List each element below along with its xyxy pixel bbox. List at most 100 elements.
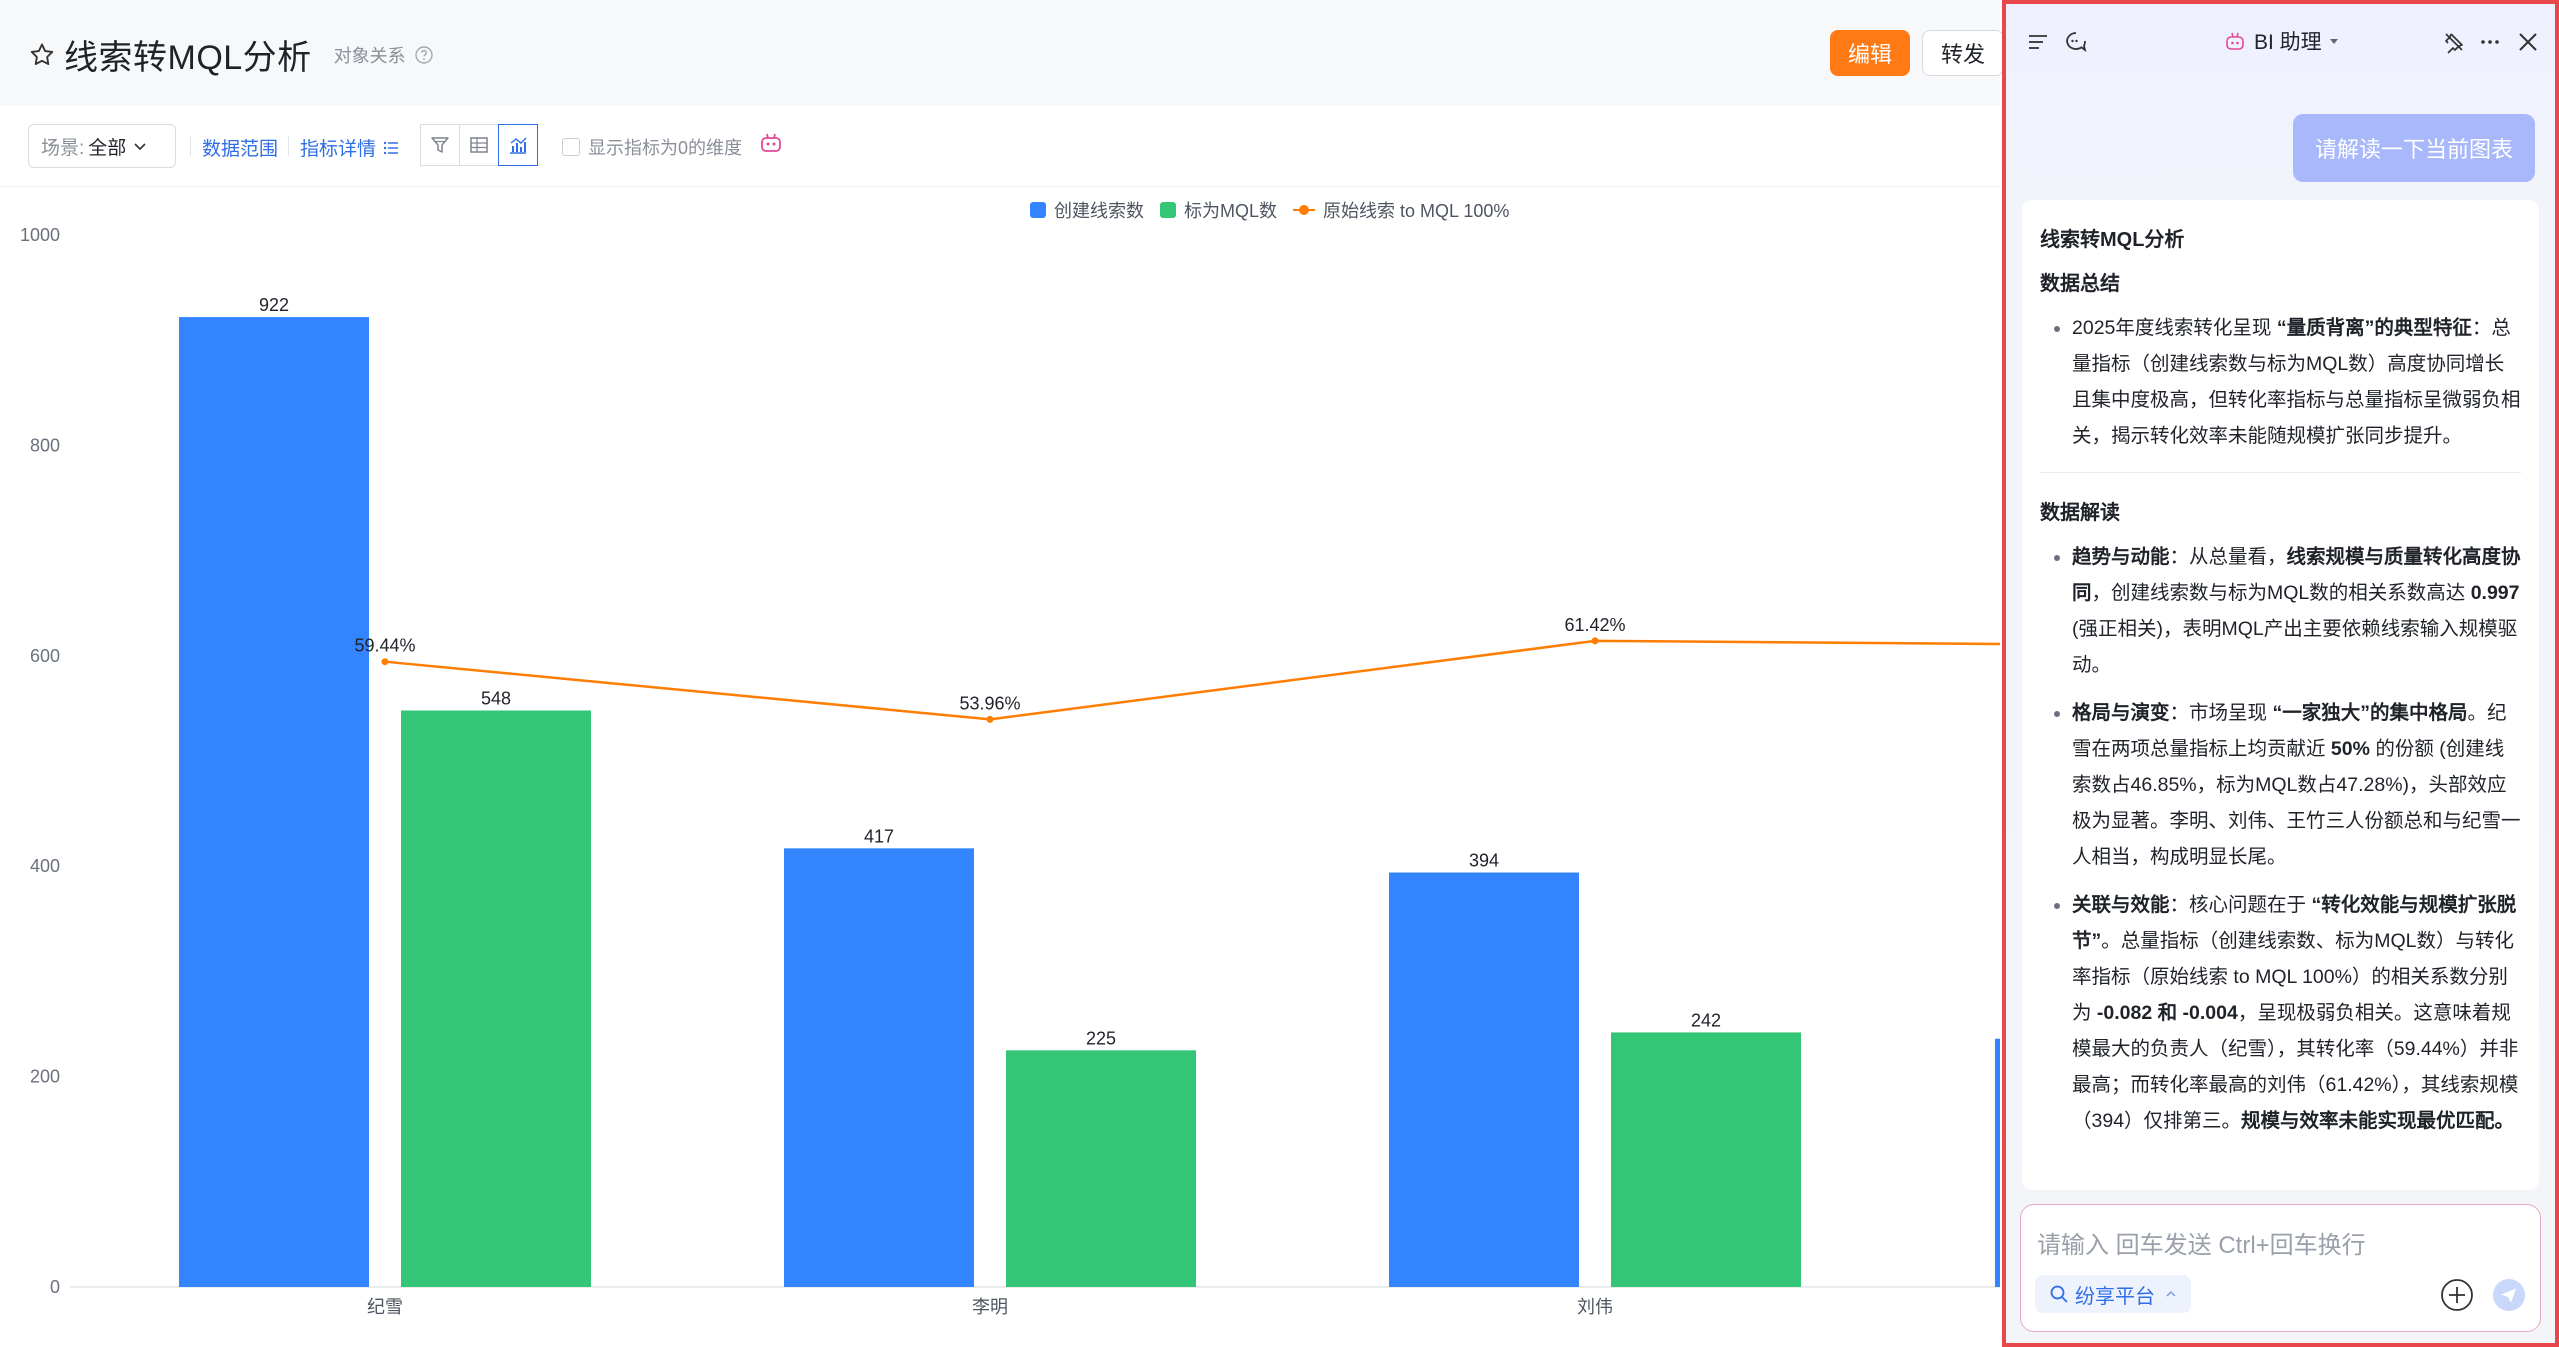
robot-icon xyxy=(2226,32,2244,50)
bar-created-leads xyxy=(784,848,974,1287)
unpin-icon[interactable] xyxy=(2442,30,2466,54)
scene-label: 场景: xyxy=(41,137,85,159)
bar-value-label: 417 xyxy=(864,826,894,846)
platform-selector[interactable]: 纷享平台 xyxy=(2035,1275,2191,1313)
line-value-label: 61.42% xyxy=(1564,615,1625,635)
text-span: 。总量指标（创建线索数、标为MQL数）与转化率指标（原始线索 to MQL 10… xyxy=(2072,930,2515,1024)
text-span: 的份额 (创建线索数占46.85%，标为MQL数占47.28%)，头部效应极为显… xyxy=(2072,738,2521,868)
bold-span: “转化效能与规模扩张脱节” xyxy=(2072,894,2517,952)
toolbar-divider xyxy=(190,136,191,156)
filter-icon xyxy=(431,137,449,153)
add-icon[interactable] xyxy=(2439,1277,2475,1313)
object-relation-link[interactable]: 对象关系 xyxy=(334,42,434,68)
chat-input-placeholder[interactable]: 请输入 回车发送 Ctrl+回车换行 xyxy=(2037,1232,2366,1259)
bar-created-leads-partial xyxy=(1995,1038,2000,1287)
filter-view-button[interactable] xyxy=(420,124,460,166)
text-span: ，创建线索数与标为MQL数的相关系数高达 xyxy=(2091,582,2471,604)
conversion-rate-point xyxy=(1591,637,1599,645)
scene-value: 全部 xyxy=(88,137,127,159)
more-icon[interactable] xyxy=(2478,30,2502,54)
table-view-button[interactable] xyxy=(459,124,499,166)
scene-select[interactable]: 场景: 全部 xyxy=(28,124,176,168)
legend-label: 创建线索数 xyxy=(1054,201,1144,221)
x-tick-label: 李明 xyxy=(972,1297,1008,1317)
bi-assistant-title[interactable]: BI 助理 xyxy=(2224,26,2340,56)
interpretation-heading: 数据解读 xyxy=(2040,502,2120,524)
legend-item-created-leads[interactable]: 创建线索数 xyxy=(1030,197,1144,223)
bi-assistant-panel: BI 助理 请解读一下当前图表 线索转MQL分析 数据总结 xyxy=(2002,0,2559,1347)
object-relation-label: 对象关系 xyxy=(333,45,406,66)
line-value-label: 53.96% xyxy=(959,693,1020,713)
summary-item: 2025年度线索转化呈现 “量质背离”的典型特征：总量指标（创建线索数与标为MQ… xyxy=(2072,310,2521,454)
bar-value-label: 922 xyxy=(259,295,289,315)
bar-value-label: 225 xyxy=(1086,1028,1116,1048)
show-zero-dimension-toggle[interactable]: 显示指标为0的维度 xyxy=(562,134,742,160)
x-tick-label: 纪雪 xyxy=(367,1297,403,1317)
legend-label: 标为MQL数 xyxy=(1184,201,1278,221)
interpretation-item: 趋势与动能：从总量看，线索规模与质量转化高度协同，创建线索数与标为MQL数的相关… xyxy=(2072,539,2521,683)
new-chat-icon[interactable] xyxy=(2064,30,2088,54)
bold-span: 规模与效率未能实现最优匹配。 xyxy=(2241,1110,2515,1132)
bold-span: 0.997 xyxy=(2470,582,2520,604)
legend-swatch xyxy=(1030,202,1046,218)
metric-detail-label: 指标详情 xyxy=(300,139,377,160)
text-span: ：核心问题在于 xyxy=(2169,894,2312,916)
chevron-down-icon xyxy=(134,143,146,151)
data-range-link[interactable]: 数据范围 xyxy=(202,139,279,160)
legend-item-conversion-rate[interactable]: 原始线索 to MQL 100% xyxy=(1293,197,1509,223)
interpretation-item: 关联与效能：核心问题在于 “转化效能与规模扩张脱节”。总量指标（创建线索数、标为… xyxy=(2072,887,2521,1139)
summary-heading: 数据总结 xyxy=(2040,273,2120,295)
toolbar-divider xyxy=(288,136,289,156)
y-tick-label: 200 xyxy=(30,1067,60,1087)
bold-span: -0.082 和 -0.004 xyxy=(2096,1002,2238,1024)
conversion-rate-point xyxy=(381,658,389,666)
line-value-label: 59.44% xyxy=(354,636,415,656)
bot-icon[interactable] xyxy=(758,130,784,156)
bar-created-leads xyxy=(1389,872,1579,1287)
bold-span: 格局与演变 xyxy=(2072,702,2170,724)
report-header: 线索转MQL分析 对象关系 编辑 转发 xyxy=(0,0,2004,107)
bar-value-label: 394 xyxy=(1469,851,1499,871)
text-span: (强正相关)，表明MQL产出主要依赖线索输入规模驱动。 xyxy=(2072,618,2518,676)
legend-swatch xyxy=(1160,202,1176,218)
legend-item-mql[interactable]: 标为MQL数 xyxy=(1160,197,1277,223)
forward-button[interactable]: 转发 xyxy=(1922,30,2004,76)
show-zero-checkbox[interactable] xyxy=(562,138,580,156)
table-icon xyxy=(470,137,488,153)
edit-button[interactable]: 编辑 xyxy=(1830,30,1910,76)
metric-detail-link[interactable]: 指标详情 xyxy=(300,134,400,161)
send-icon[interactable] xyxy=(2491,1277,2527,1313)
search-icon xyxy=(2050,1285,2068,1303)
menu-icon[interactable] xyxy=(2026,30,2050,54)
conversion-rate-line xyxy=(384,639,2000,721)
y-tick-label: 1000 xyxy=(20,225,60,245)
bold-span: “量质背离”的典型特征 xyxy=(2276,317,2472,339)
chat-input-box[interactable]: 请输入 回车发送 Ctrl+回车换行 纷享平台 xyxy=(2020,1204,2541,1332)
show-zero-label: 显示指标为0的维度 xyxy=(588,138,743,158)
legend-line-marker xyxy=(1293,205,1316,215)
legend-label: 原始线索 to MQL 100% xyxy=(1323,201,1510,221)
interpretation-item: 格局与演变：市场呈现 “一家独大”的集中格局。纪雪在两项总量指标上均贡献近 50… xyxy=(2072,695,2521,875)
chart-view-button[interactable] xyxy=(498,124,538,166)
bar-mql xyxy=(401,710,591,1287)
bar-mql xyxy=(1006,1050,1196,1287)
bar-mql xyxy=(1611,1032,1801,1287)
conversion-rate-point xyxy=(986,715,994,723)
interpretation-list: 趋势与动能：从总量看，线索规模与质量转化高度协同，创建线索数与标为MQL数的相关… xyxy=(2040,539,2521,1139)
close-icon[interactable] xyxy=(2516,30,2540,54)
text-span: ：从总量看， xyxy=(2169,546,2287,568)
text-span: ，呈现极弱负相关。这意味着规模最大的负责人（纪雪），其转化率（59.44%）并非… xyxy=(2072,1002,2519,1132)
text-span: ：市场呈现 xyxy=(2169,702,2273,724)
help-icon[interactable] xyxy=(414,45,434,65)
text-span: ：总量指标（创建线索数与标为MQL数）高度协同增长且集中度极高，但转化率指标与总… xyxy=(2072,317,2521,447)
summary-list: 2025年度线索转化呈现 “量质背离”的典型特征：总量指标（创建线索数与标为MQ… xyxy=(2040,310,2521,454)
bold-span: 线索规模与质量转化高度协同 xyxy=(2072,546,2521,604)
list-icon xyxy=(383,141,399,154)
section-divider xyxy=(2040,472,2521,473)
bar-line-chart: 0 200 400 600 800 1000 922 548 纪雪 417 225 李明 394 242 刘… xyxy=(20,225,2000,1317)
star-icon[interactable] xyxy=(28,41,56,69)
title-wrap: 线索转MQL分析 对象关系 xyxy=(28,30,434,79)
chart-legend: 创建线索数 标为MQL数 原始线索 to MQL 100% xyxy=(1030,197,1525,223)
y-tick-label: 0 xyxy=(50,1277,60,1297)
